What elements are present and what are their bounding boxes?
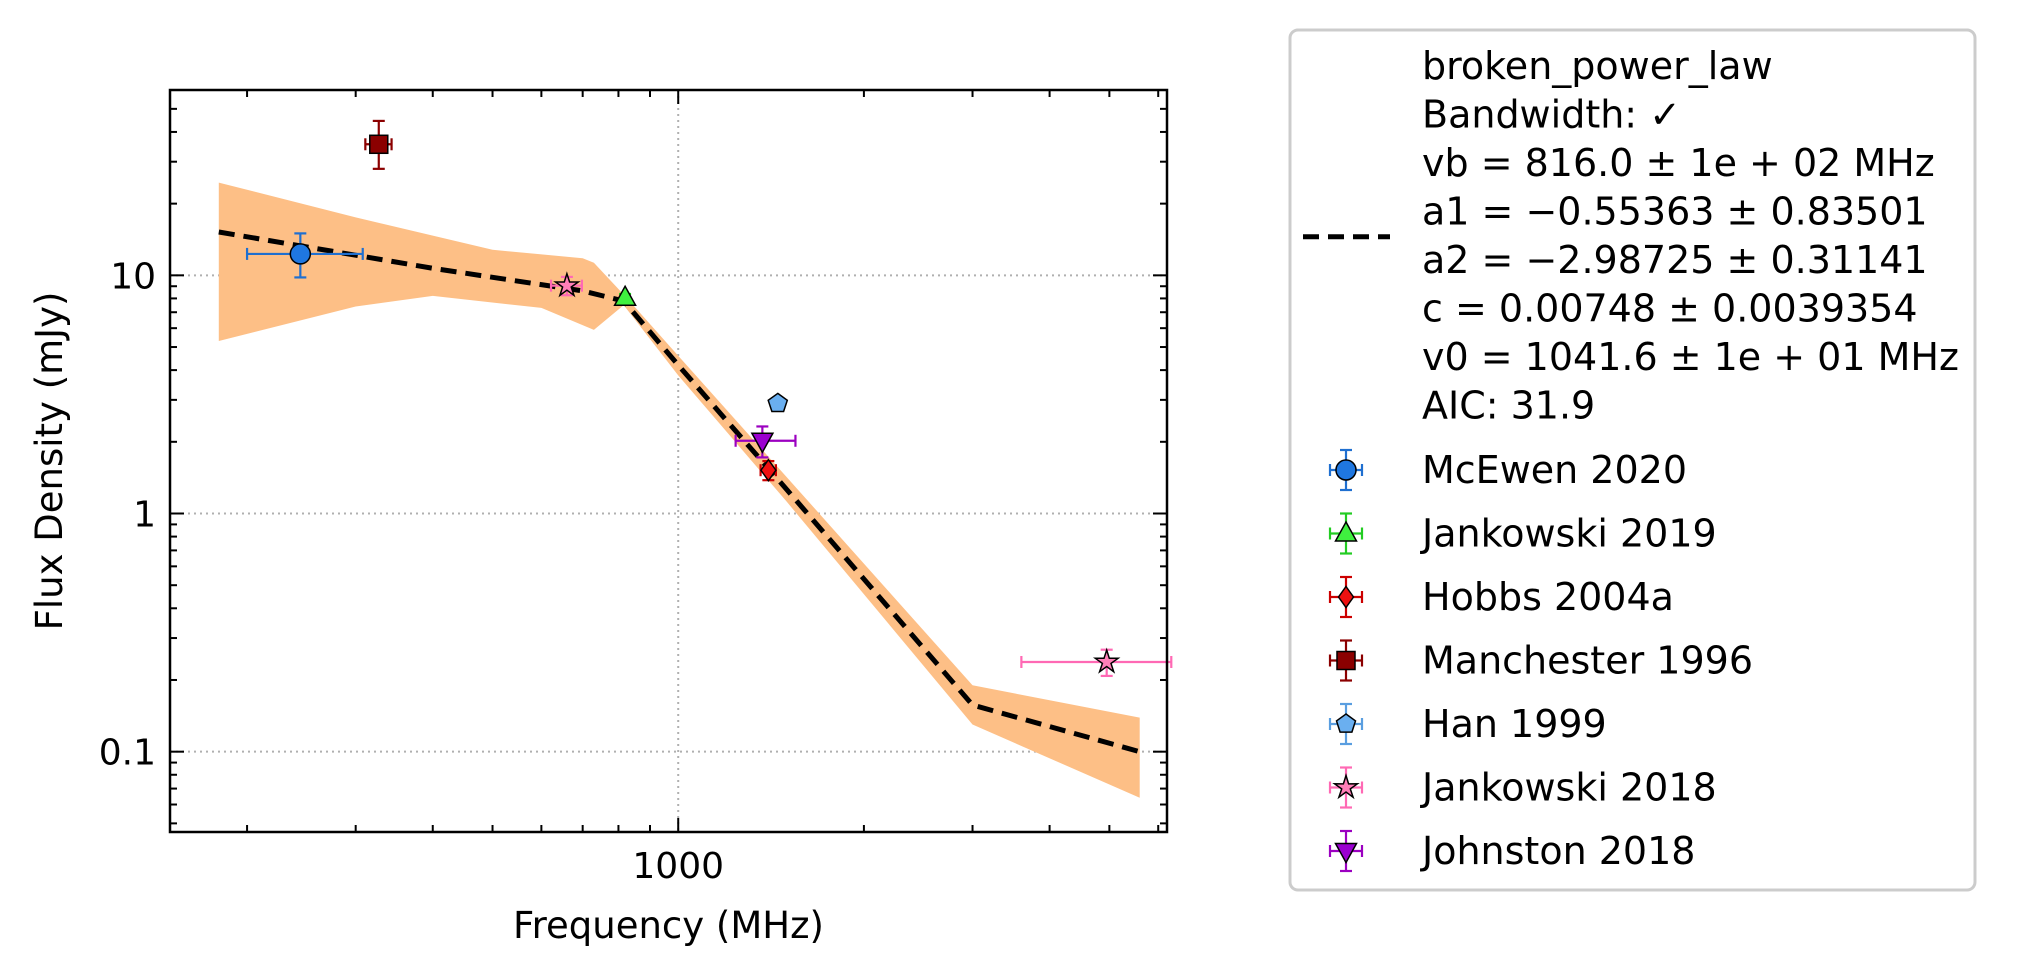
y-axis-label: Flux Density (mJy) (28, 292, 71, 631)
series-4 (767, 392, 789, 413)
series-1 (613, 284, 637, 307)
data-point-5-0 (553, 271, 581, 298)
data-point-1-0 (613, 284, 637, 307)
legend-fit-line-6: v0 = 1041.6 ± 1e + 01 MHz (1422, 335, 1959, 379)
x-axis-label: Frequency (MHz) (513, 904, 824, 947)
legend-fit-line-3: a1 = −0.55363 ± 0.83501 (1422, 190, 1928, 234)
series-6 (734, 425, 797, 459)
y-tick-label-1: 1 (133, 495, 156, 536)
legend-fit-line-5: c = 0.00748 ± 0.0039354 (1422, 287, 1918, 331)
legend-entry-2: Hobbs 2004a (1328, 575, 1674, 619)
legend-marker-6 (1334, 842, 1358, 865)
fit-confidence-band (218, 182, 1140, 798)
legend-label-2: Hobbs 2004a (1422, 575, 1674, 619)
axes-frame (168, 88, 1169, 834)
axis-ticks (170, 89, 1167, 832)
plot-area: 1000 0.1 1 10 (99, 88, 1173, 887)
legend-label-6: Johnston 2018 (1420, 829, 1695, 873)
data-point-6-0 (750, 432, 775, 454)
series-3 (364, 119, 393, 170)
legend-label-4: Han 1999 (1422, 702, 1607, 746)
x-tick-label-0: 1000 (632, 846, 724, 887)
data-point-0-0 (289, 243, 312, 265)
legend-label-0: McEwen 2020 (1422, 448, 1687, 492)
data-point-5-1 (1092, 647, 1121, 674)
legend-fit-line-7: AIC: 31.9 (1422, 384, 1595, 428)
legend: broken_power_law Bandwidth: ✓vb = 816.0 ±… (1288, 28, 1977, 892)
series-0 (245, 232, 364, 279)
legend-entry-0: McEwen 2020 (1328, 448, 1687, 492)
grid (170, 90, 1167, 832)
legend-entry-1: Jankowski 2019 (1328, 512, 1717, 556)
legend-label-5: Jankowski 2018 (1420, 766, 1717, 810)
legend-series-entries: McEwen 2020 Jankowski 2019 Hobbs 2004a Manc… (1328, 448, 1753, 873)
legend-marker-1 (1334, 520, 1358, 542)
tick-labels: 1000 0.1 1 10 (99, 256, 724, 887)
legend-label-3: Manchester 1996 (1422, 639, 1753, 683)
y-tick-label-0: 0.1 (99, 733, 156, 774)
legend-marker-5 (1332, 772, 1360, 800)
legend-fit-line-2: vb = 816.0 ± 1e + 02 MHz (1422, 141, 1935, 185)
data-points (245, 119, 1173, 678)
data-point-3-0 (369, 134, 389, 155)
legend-fit-line-1: Bandwidth: ✓ (1422, 93, 1681, 137)
y-tick-label-2: 10 (110, 256, 156, 297)
legend-entry-fit: broken_power_law Bandwidth: ✓vb = 816.0 ±… (1303, 44, 1959, 428)
data-point-2-0 (759, 458, 777, 482)
legend-entry-6: Johnston 2018 (1328, 829, 1695, 873)
legend-box (1288, 28, 1977, 892)
legend-marker-3 (1336, 650, 1356, 671)
legend-fit-line-4: a2 = −2.98725 ± 0.31141 (1422, 238, 1928, 282)
legend-label-1: Jankowski 2019 (1420, 512, 1717, 556)
legend-entry-4: Han 1999 (1328, 702, 1607, 746)
data-point-4-0 (767, 392, 789, 413)
legend-marker-0 (1335, 459, 1357, 481)
legend-entry-5: Jankowski 2018 (1328, 766, 1717, 810)
legend-fit-line-0: broken_power_law (1422, 44, 1773, 88)
series-5 (549, 271, 1173, 678)
series-2 (759, 458, 778, 482)
x-error-bar (1020, 655, 1173, 668)
legend-marker-2 (1337, 585, 1355, 609)
legend-marker-4 (1335, 713, 1357, 733)
fit-line (218, 229, 1141, 755)
legend-entry-3: Manchester 1996 (1328, 639, 1753, 683)
